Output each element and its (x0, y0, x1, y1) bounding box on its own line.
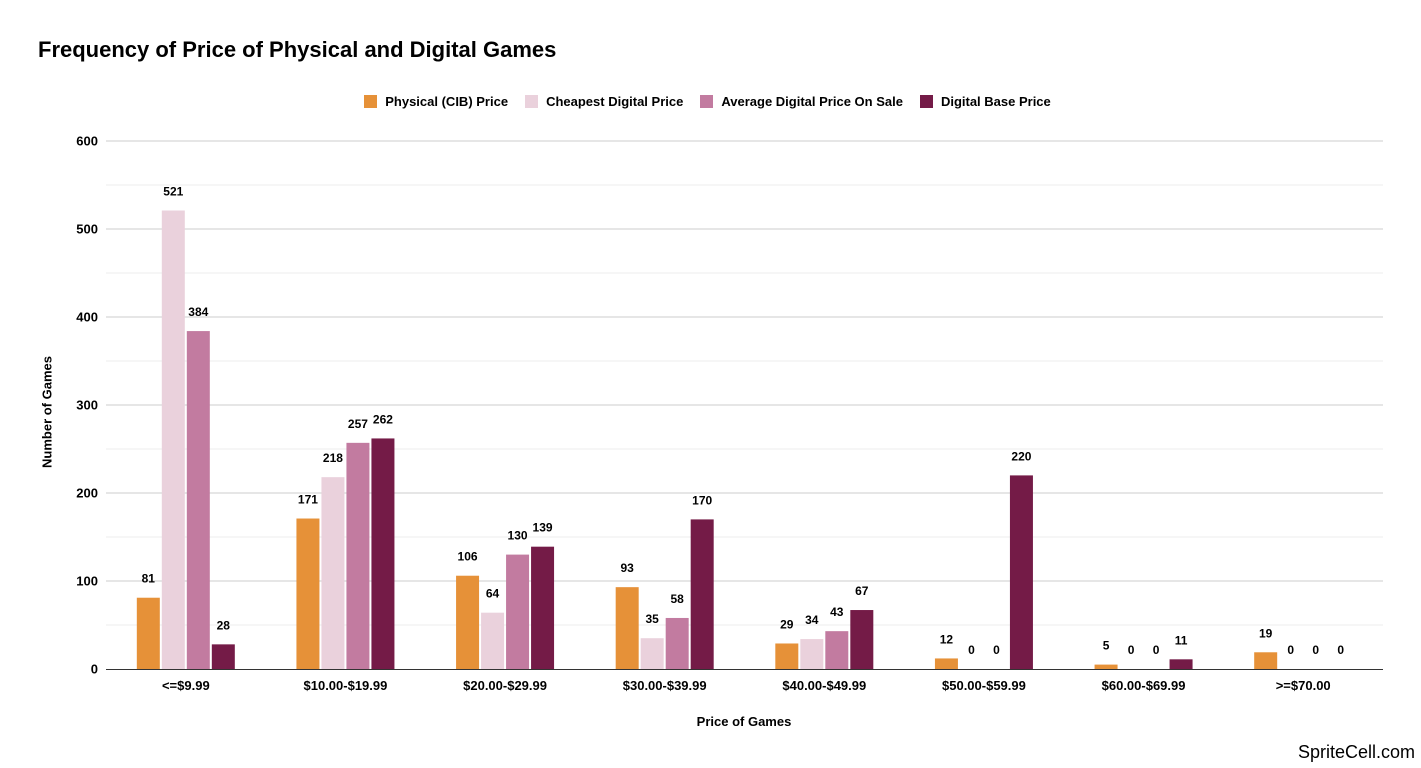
bar (775, 643, 799, 669)
x-tick-label: $40.00-$49.99 (782, 678, 866, 693)
y-tick-label: 300 (76, 398, 98, 413)
bar (1009, 475, 1033, 669)
data-label: 19 (1259, 626, 1273, 640)
data-label: 218 (323, 451, 343, 465)
data-label: 0 (1337, 643, 1344, 657)
bar (371, 438, 395, 669)
data-label: 43 (830, 605, 844, 619)
data-label: 81 (142, 572, 156, 586)
bar (211, 644, 235, 669)
chart-title: Frequency of Price of Physical and Digit… (38, 37, 557, 62)
x-tick-label: $10.00-$19.99 (304, 678, 388, 693)
bar (825, 631, 849, 669)
x-axis-title: Price of Games (696, 714, 792, 729)
data-label: 5 (1103, 639, 1110, 653)
bar (1254, 652, 1278, 669)
legend-swatch-cheapest-digital (525, 94, 539, 108)
x-tick-label: $50.00-$59.99 (942, 678, 1026, 693)
y-tick-label: 500 (76, 222, 98, 237)
watermark: SpriteCell.com (1297, 742, 1415, 762)
bar (346, 442, 370, 669)
bar (665, 617, 689, 669)
legend-item-digital-base: Digital Base Price (919, 93, 1051, 109)
data-label: 28 (217, 618, 231, 632)
bar (800, 639, 824, 669)
bar (186, 331, 210, 669)
data-label: 93 (621, 561, 635, 575)
bar (1169, 659, 1193, 669)
data-label: 58 (671, 592, 685, 606)
data-label: 11 (1175, 633, 1188, 647)
bar (136, 597, 160, 669)
data-label: 130 (508, 529, 528, 543)
bar (850, 610, 874, 669)
legend-item-physical: Physical (CIB) Price (364, 94, 508, 109)
bar (640, 638, 664, 669)
bar (690, 519, 714, 669)
bar (481, 612, 505, 669)
data-label: 262 (373, 412, 393, 426)
data-label: 0 (1287, 643, 1294, 657)
y-axis-title: Number of Games (39, 356, 55, 468)
y-tick-label: 0 (91, 662, 98, 677)
y-tick-label: 200 (76, 486, 98, 501)
bar (456, 575, 480, 669)
bar (296, 518, 320, 669)
bar (615, 587, 639, 669)
data-label: 12 (940, 632, 954, 646)
legend-item-cheapest-digital: Cheapest Digital Price (525, 94, 683, 109)
data-label: 521 (163, 185, 183, 199)
legend-swatch-physical (364, 94, 378, 108)
x-tick-label: >=$70.00 (1276, 678, 1331, 693)
data-label: 0 (968, 643, 975, 657)
data-label: 384 (188, 305, 208, 319)
bar (321, 477, 345, 669)
data-label: 0 (1153, 643, 1160, 657)
data-label: 67 (855, 584, 869, 598)
x-tick-label: $60.00-$69.99 (1102, 678, 1186, 693)
legend-item-average-digital-sale: Average Digital Price On Sale (700, 94, 903, 109)
legend-label-physical: Physical (CIB) Price (385, 93, 509, 109)
y-tick-label: 600 (76, 134, 98, 149)
data-label: 170 (692, 493, 712, 507)
data-label: 220 (1011, 449, 1031, 463)
data-label: 0 (1312, 643, 1319, 657)
data-label: 0 (993, 643, 1000, 657)
legend: Physical (CIB) Price Cheapest Digital Pr… (0, 91, 1421, 111)
y-tick-label: 100 (76, 574, 98, 589)
bar (161, 210, 185, 669)
bar (531, 546, 555, 669)
data-label: 171 (298, 493, 318, 507)
data-label: 64 (486, 587, 500, 601)
y-tick-label: 400 (76, 310, 98, 325)
bar (506, 554, 530, 669)
data-label: 29 (780, 617, 794, 631)
data-label: 34 (805, 613, 819, 627)
data-label: 139 (533, 521, 553, 535)
x-tick-label: $30.00-$39.99 (623, 678, 707, 693)
legend-label-cheapest-digital: Cheapest Digital Price (546, 93, 684, 109)
legend-label-average-digital-sale: Average Digital Price On Sale (721, 93, 903, 109)
legend-swatch-average-digital-sale (700, 94, 714, 108)
legend-swatch-digital-base (919, 94, 933, 108)
data-label: 106 (458, 550, 478, 564)
data-label: 0 (1128, 643, 1135, 657)
x-tick-label: <=$9.99 (162, 678, 210, 693)
legend-label-digital-base: Digital Base Price (940, 93, 1051, 109)
x-tick-label: $20.00-$29.99 (463, 678, 547, 693)
bar (1094, 664, 1118, 669)
bar (934, 658, 958, 669)
data-label: 35 (646, 612, 660, 626)
data-label: 257 (348, 417, 368, 431)
